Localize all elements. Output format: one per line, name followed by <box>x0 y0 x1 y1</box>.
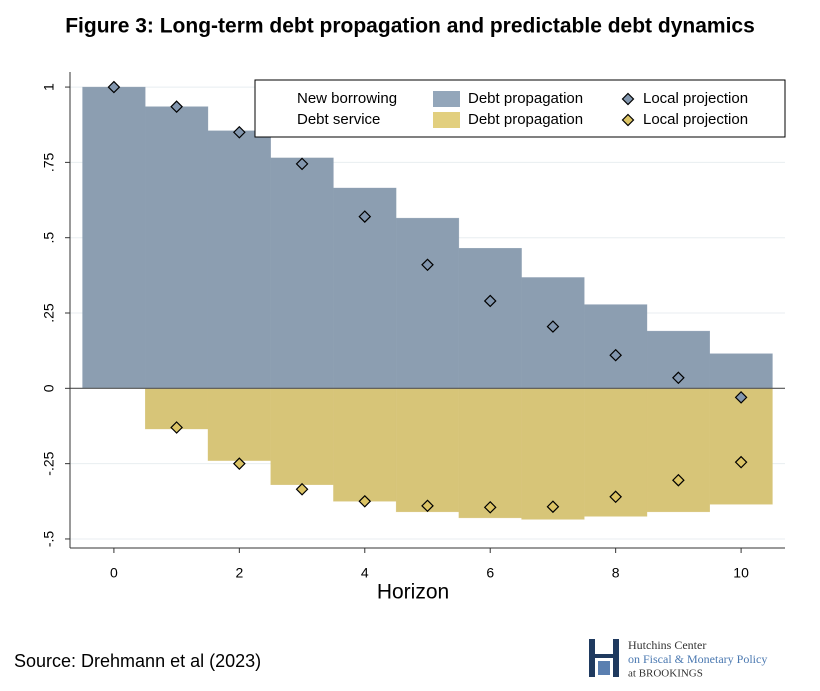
marker <box>358 494 372 508</box>
y-tick-label: .25 <box>41 303 57 323</box>
bar <box>395 217 460 389</box>
logo-text: on Fiscal & Monetary Policy <box>628 652 767 666</box>
x-tick-label: 2 <box>235 565 243 581</box>
marker <box>483 500 497 514</box>
bar <box>646 388 710 513</box>
bar <box>82 86 146 389</box>
marker <box>421 258 434 272</box>
marker <box>546 500 560 514</box>
marker <box>672 371 685 385</box>
y-tick-label: 0 <box>41 384 57 392</box>
legend-swatch <box>433 91 460 107</box>
legend-swatch <box>433 112 460 128</box>
legend-group-label: Debt service <box>297 111 380 128</box>
marker <box>734 391 748 404</box>
marker <box>672 473 685 487</box>
bar <box>458 247 522 389</box>
marker <box>170 421 183 434</box>
marker <box>170 100 183 113</box>
y-tick-label: 1 <box>41 83 57 91</box>
x-tick-label: 10 <box>733 565 749 581</box>
bar <box>207 130 271 389</box>
y-tick-label: .75 <box>41 152 57 172</box>
marker <box>232 125 246 139</box>
bar <box>584 304 648 389</box>
bar <box>709 388 773 505</box>
bar <box>270 388 334 485</box>
logo-text: Hutchins Center <box>628 638 706 652</box>
y-tick-label: .5 <box>41 232 57 244</box>
x-tick-label: 8 <box>612 565 620 581</box>
bar <box>270 157 334 389</box>
legend: New borrowing Debt propagation Local proje… <box>254 79 786 138</box>
legend-label: Debt propagation <box>468 90 583 107</box>
bar <box>521 388 585 520</box>
x-tick-label: 4 <box>361 565 369 581</box>
legend-label: Debt propagation <box>468 111 583 128</box>
y-tick-label: -.25 <box>41 451 57 475</box>
marker <box>295 157 309 171</box>
bar <box>333 388 397 502</box>
legend-group-label: New borrowing <box>297 90 397 107</box>
y-tick-label: -.5 <box>41 531 57 548</box>
legend-marker <box>621 92 635 106</box>
marker <box>609 348 623 362</box>
legend-label: Local projection <box>643 111 748 128</box>
marker <box>107 80 121 94</box>
bar <box>207 388 271 461</box>
source: Source: Drehmann et al (2023) <box>14 651 261 671</box>
x-tick-label: 0 <box>110 565 118 581</box>
legend-box <box>254 79 786 138</box>
bar <box>395 388 460 513</box>
marker <box>421 499 434 513</box>
legend-label: Local projection <box>643 90 748 107</box>
marker <box>483 294 497 308</box>
logo-text: at BROOKINGS <box>628 668 703 680</box>
bar <box>145 106 209 389</box>
bar <box>458 388 522 519</box>
bar <box>709 353 773 389</box>
marker <box>546 320 560 333</box>
chart-title: Figure 3: Long-term debt propagation and… <box>65 15 755 38</box>
x-tick-label: 6 <box>486 565 494 581</box>
marker <box>358 210 372 223</box>
marker <box>734 455 748 469</box>
marker <box>295 482 309 496</box>
marker <box>232 457 246 470</box>
x-axis-label: Horizon <box>377 581 449 604</box>
marker <box>609 490 623 504</box>
logo-icon <box>589 639 619 677</box>
legend-marker <box>621 113 635 127</box>
